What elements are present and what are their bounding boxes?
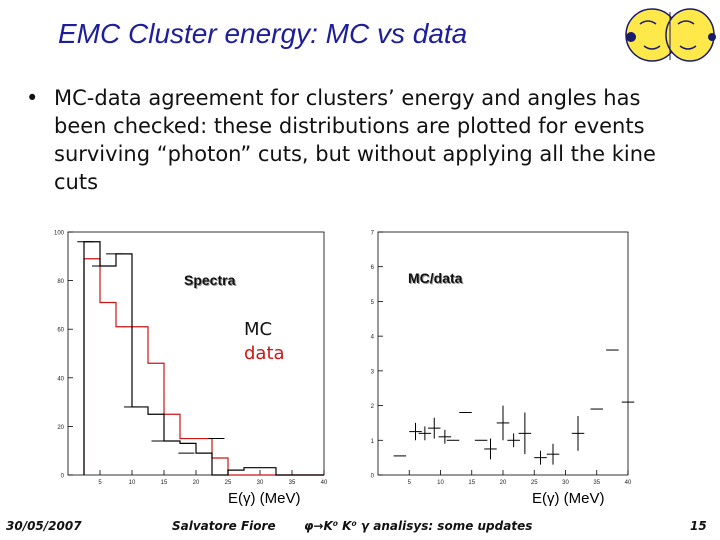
ratio-xtick-label: 20 — [500, 480, 507, 486]
spectra-ytick-label: 20 — [57, 425, 64, 431]
ratio-chart-svg: 0 1 2 3 4 5 6 7 5 10 15 20 25 30 35 40 — [371, 231, 635, 486]
ratio-xtick-label: 10 — [437, 480, 444, 486]
ratio-ytick-label: 2 — [371, 404, 375, 410]
spectra-ytick-label: 40 — [57, 376, 64, 382]
spectra-xtick-label: 40 — [321, 480, 328, 486]
legend-data: data — [244, 343, 285, 364]
footer-page: 15 — [690, 519, 707, 533]
bullet-symbol: • — [26, 86, 39, 110]
bullet-text: MC-data agreement for clusters’ energy a… — [54, 86, 656, 194]
ratio-chart: 0 1 2 3 4 5 6 7 5 10 15 20 25 30 35 40 — [358, 222, 648, 490]
spectra-xtick-label: 10 — [129, 480, 136, 486]
legend-mc: MC — [244, 319, 273, 340]
ratio-ytick-label: 0 — [371, 474, 375, 480]
spectra-ytick-label: 60 — [57, 328, 64, 334]
ratio-ytick-label: 6 — [371, 265, 375, 271]
ratio-ytick-label: 3 — [371, 369, 375, 375]
ratio-xtick-label: 25 — [531, 480, 538, 486]
ratio-ytick-label: 4 — [371, 335, 375, 341]
spectra-ytick-label: 0 — [61, 474, 65, 480]
footer-topic: φ→K⁰ K⁰ γ analisys: some updates — [304, 519, 533, 533]
spectra-label: Spectra — [184, 272, 236, 288]
spectra-xtick-label: 35 — [289, 480, 296, 486]
spectra-chart: 0 20 40 60 80 100 5 10 15 20 25 30 35 40 — [40, 222, 340, 490]
ratio-xlabel: E(γ) (MeV) — [532, 490, 605, 507]
spectra-xtick-label: 30 — [257, 480, 264, 486]
spectra-xlabel: E(γ) (MeV) — [228, 490, 301, 507]
kloe-logo-icon — [625, 8, 716, 62]
ratio-xtick-label: 35 — [593, 480, 600, 486]
spectra-xtick-label: 15 — [161, 480, 168, 486]
histogram-mc — [83, 258, 324, 476]
spectra-xtick-label: 20 — [193, 480, 200, 486]
ratio-ytick-label: 7 — [371, 231, 375, 237]
histogram-data — [83, 241, 324, 476]
ratio-ytick-label: 1 — [371, 439, 375, 445]
spectra-ytick-label: 100 — [54, 231, 65, 237]
slide-title: EMC Cluster energy: MC vs data — [58, 18, 468, 49]
footer-author: Salvatore Fiore — [172, 519, 276, 533]
ratio-xtick-label: 30 — [562, 480, 569, 486]
spectra-chart-svg: 0 20 40 60 80 100 5 10 15 20 25 30 35 40 — [54, 231, 328, 487]
ratio-xtick-label: 5 — [408, 480, 412, 486]
spectra-xtick-label: 5 — [98, 480, 102, 486]
footer-date: 30/05/2007 — [6, 519, 82, 533]
spectra-xtick-label: 25 — [225, 480, 232, 486]
spectra-ytick-label: 80 — [57, 279, 64, 285]
ratio-label: MC/data — [408, 270, 463, 286]
ratio-xtick-label: 15 — [468, 480, 475, 486]
ratio-xtick-label: 40 — [625, 480, 632, 486]
legend: MC data — [244, 318, 285, 366]
ratio-ytick-label: 5 — [371, 300, 375, 306]
